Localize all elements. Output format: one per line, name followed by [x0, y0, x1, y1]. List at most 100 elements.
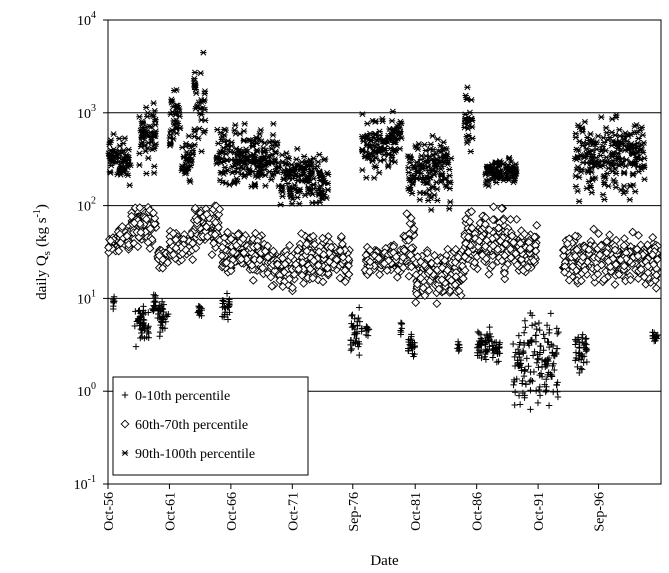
data-point: [431, 157, 438, 164]
data-point: [413, 168, 420, 175]
data-point: [388, 136, 396, 143]
data-point: [648, 250, 658, 260]
data-point: [413, 175, 420, 182]
data-point: [481, 213, 491, 223]
data-point: [363, 174, 370, 181]
data-point: [207, 250, 217, 260]
data-point: [460, 252, 470, 262]
data-point: [140, 316, 148, 324]
data-point: [609, 150, 616, 157]
data-point: [154, 251, 164, 261]
data-point: [294, 189, 301, 196]
data-point: [587, 131, 594, 137]
data-point: [236, 254, 246, 264]
data-point: [463, 139, 471, 146]
data-point: [544, 357, 551, 364]
data-point: [191, 141, 198, 148]
data-point: [202, 222, 211, 232]
data-point: [366, 143, 374, 150]
data-point: [191, 75, 198, 82]
data-point: [106, 168, 114, 175]
data-point: [599, 275, 609, 284]
data-point: [143, 170, 150, 177]
data-point: [441, 152, 449, 159]
data-point: [486, 323, 493, 331]
data-point: [602, 147, 609, 154]
data-point: [570, 231, 580, 241]
data-point: [251, 183, 259, 190]
data-point: [478, 354, 485, 362]
data-point: [248, 275, 258, 285]
data-point: [520, 229, 529, 239]
data-point: [610, 245, 620, 255]
data-point: [296, 200, 303, 207]
data-point: [462, 111, 469, 118]
data-point: [496, 350, 503, 357]
data-point: [467, 148, 474, 155]
data-point: [142, 148, 149, 155]
data-point: [319, 176, 326, 183]
data-point: [632, 158, 639, 165]
data-point: [106, 139, 114, 146]
data-point: [115, 158, 122, 165]
data-point: [198, 99, 205, 105]
data-point: [611, 132, 619, 139]
data-point: [315, 267, 325, 277]
data-point: [538, 373, 546, 380]
data-point: [484, 225, 494, 235]
data-point: [125, 154, 132, 161]
data-point: [521, 317, 529, 324]
data-point: [273, 259, 283, 269]
data-point: [578, 166, 586, 173]
data-point: [142, 104, 150, 111]
data-point: [356, 318, 363, 325]
data-point: [309, 191, 316, 198]
data-point: [613, 139, 620, 146]
data-point: [313, 260, 323, 270]
data-point: [216, 177, 224, 184]
data-point: [549, 388, 557, 396]
data-point: [462, 115, 469, 122]
data-point: [221, 309, 229, 316]
data-point: [293, 251, 303, 261]
data-point: [397, 118, 404, 125]
x-tick-label: Oct-66: [225, 492, 240, 531]
data-point: [228, 156, 235, 163]
data-point: [412, 279, 422, 289]
data-point: [348, 345, 355, 353]
data-point: [406, 154, 414, 161]
data-point: [432, 256, 442, 266]
data-point: [318, 277, 328, 287]
data-point: [159, 305, 166, 312]
data-point: [144, 113, 151, 120]
data-point: [536, 326, 543, 334]
data-point: [470, 234, 480, 243]
data-point: [629, 172, 637, 178]
data-point: [286, 184, 293, 191]
data-point: [190, 203, 200, 213]
data-point: [628, 227, 638, 237]
data-point: [198, 148, 205, 155]
data-point: [198, 117, 205, 123]
data-point: [316, 168, 323, 175]
data-point: [531, 348, 538, 355]
data-point: [418, 162, 426, 169]
data-point: [279, 158, 286, 165]
data-point: [168, 229, 178, 238]
data-point: [409, 350, 416, 357]
data-point: [365, 136, 373, 143]
data-point: [226, 266, 236, 276]
data-point: [349, 323, 357, 331]
data-point: [497, 203, 507, 213]
data-point: [308, 168, 315, 175]
data-point: [251, 158, 258, 165]
data-point: [171, 243, 181, 253]
data-point: [603, 154, 610, 161]
data-point: [150, 219, 160, 229]
data-point: [434, 284, 444, 294]
data-point: [170, 135, 177, 142]
data-point: [215, 140, 222, 147]
data-point: [163, 258, 173, 268]
data-point: [277, 201, 284, 208]
data-point: [189, 151, 197, 158]
